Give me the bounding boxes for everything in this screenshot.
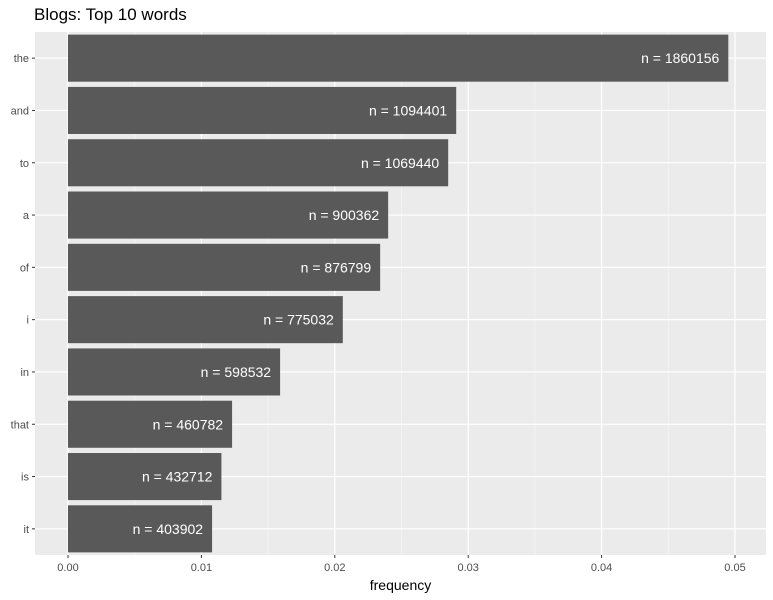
- x-axis-title: frequency: [370, 577, 431, 593]
- y-tick-label-it: it: [24, 524, 30, 536]
- x-tick-label: 0.03: [457, 562, 478, 574]
- bar-is: [68, 453, 222, 501]
- x-axis-ticks: 0.00 0.01 0.02 0.03 0.04 0.05: [57, 555, 746, 574]
- y-tick-label-of: of: [20, 262, 30, 274]
- bar-label-of: n = 876799: [301, 259, 372, 275]
- bar-label-and: n = 1094401: [369, 102, 447, 118]
- bar-label-a: n = 900362: [309, 207, 380, 223]
- y-tick-label-the: the: [14, 53, 29, 65]
- bar-label-i: n = 775032: [263, 312, 334, 328]
- bar-to: [68, 139, 449, 187]
- bar-the: [68, 34, 729, 82]
- x-tick-label: 0.00: [57, 562, 78, 574]
- y-tick-label-to: to: [20, 158, 29, 170]
- y-tick-label-that: that: [11, 419, 29, 431]
- bar-it: [68, 505, 213, 553]
- bar-label-the: n = 1860156: [641, 50, 719, 66]
- bars: n = 1860156 n = 1094401 n = 1069440 n = 900…: [68, 34, 729, 553]
- x-tick-label: 0.01: [191, 562, 212, 574]
- y-tick-label-is: is: [21, 472, 29, 484]
- bar-label-is: n = 432712: [142, 469, 213, 485]
- bar-and: [68, 86, 457, 134]
- bar-i: [68, 296, 343, 344]
- bar-in: [68, 348, 281, 396]
- y-axis-ticks: the and to a of i in that is it: [11, 53, 35, 536]
- bar-label-in: n = 598532: [201, 364, 272, 380]
- bar-that: [68, 400, 233, 448]
- chart-title: Blogs: Top 10 words: [34, 5, 187, 24]
- y-tick-label-and: and: [11, 105, 29, 117]
- y-tick-label-i: i: [27, 315, 29, 327]
- y-tick-label-a: a: [23, 210, 30, 222]
- bar-label-to: n = 1069440: [361, 155, 439, 171]
- y-tick-label-in: in: [20, 367, 29, 379]
- x-tick-label: 0.02: [324, 562, 345, 574]
- x-tick-label: 0.04: [591, 562, 612, 574]
- bar-of: [68, 243, 381, 291]
- x-tick-label: 0.05: [724, 562, 745, 574]
- bar-label-it: n = 403902: [133, 521, 204, 537]
- bar-label-that: n = 460782: [153, 416, 224, 432]
- bar-a: [68, 191, 389, 239]
